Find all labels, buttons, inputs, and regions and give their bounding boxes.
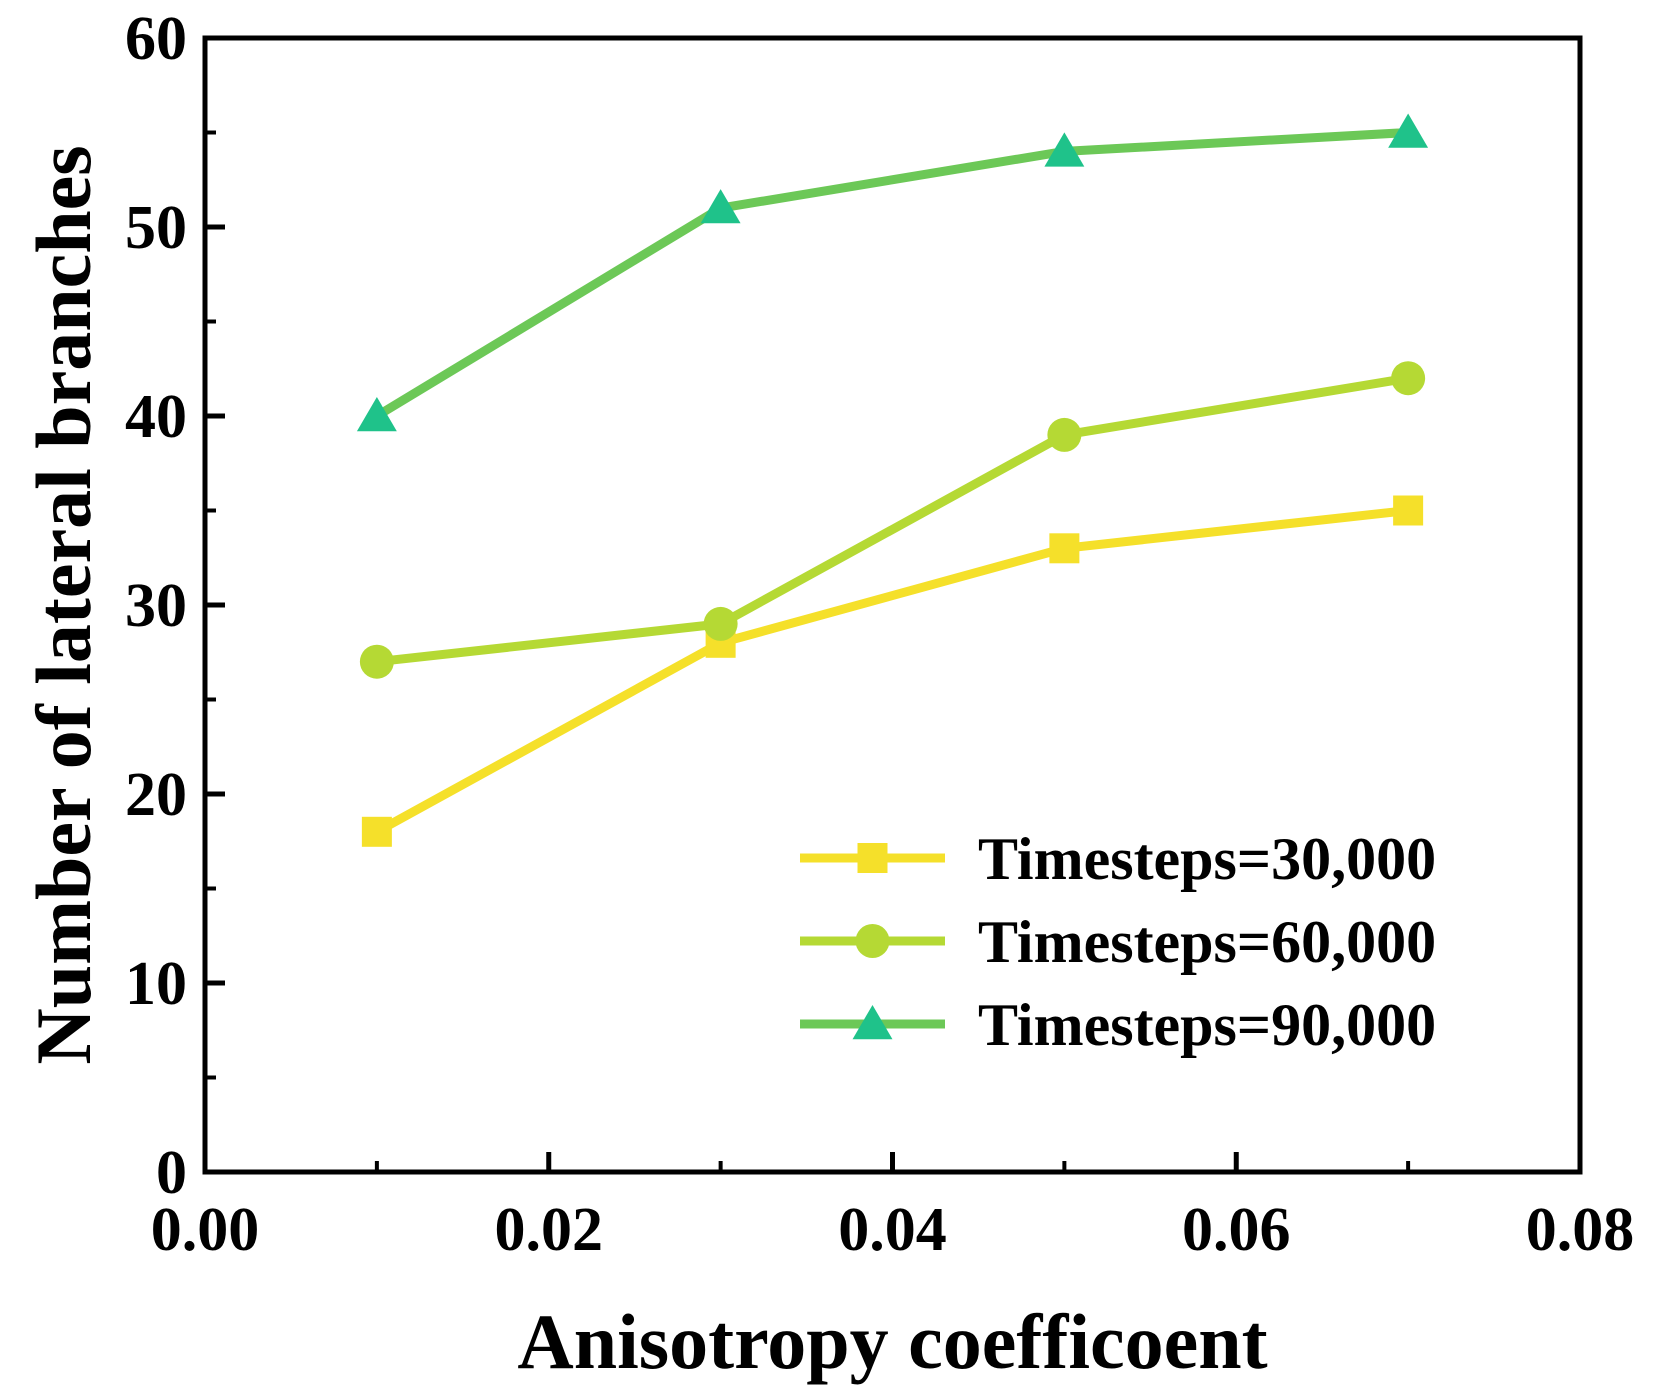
data-point — [1391, 361, 1426, 396]
legend: Timesteps=30,000 Timesteps=60,000 Timestep… — [800, 826, 1436, 1058]
y-tick-label: 50 — [125, 194, 187, 262]
data-point — [1047, 417, 1082, 452]
x-tick-label: 0.02 — [495, 1196, 604, 1264]
series-3 — [356, 113, 1429, 432]
data-point — [361, 816, 392, 847]
data-point — [1393, 495, 1424, 526]
y-tick-label: 20 — [125, 761, 187, 829]
y-axis-ticks: 0 10 20 30 40 50 60 — [125, 5, 225, 1207]
legend-marker — [852, 1005, 893, 1040]
x-tick-label: 0.04 — [838, 1196, 947, 1264]
legend-marker — [857, 843, 888, 873]
data-point — [700, 189, 741, 224]
y-tick-label: 10 — [125, 950, 187, 1018]
y-tick-label: 60 — [125, 5, 187, 73]
y-axis-title: Number of lateral branches — [20, 145, 107, 1064]
x-tick-label: 0.06 — [1182, 1196, 1291, 1264]
legend-label: Timesteps=90,000 — [978, 992, 1436, 1058]
data-point — [1388, 113, 1429, 148]
legend-item: Timesteps=90,000 — [800, 992, 1436, 1058]
data-point — [1049, 533, 1080, 564]
series-layer — [356, 113, 1429, 847]
x-tick-label: 0.00 — [151, 1196, 260, 1264]
x-axis-title: Anisotropy coefficoent — [517, 1298, 1267, 1385]
data-point — [359, 644, 394, 679]
legend-item: Timesteps=30,000 — [800, 826, 1436, 892]
y-tick-label: 40 — [125, 383, 187, 451]
y-tick-label: 0 — [156, 1139, 187, 1207]
legend-marker — [855, 924, 890, 958]
legend-label: Timesteps=60,000 — [978, 909, 1436, 975]
data-point — [1044, 132, 1085, 167]
data-point — [703, 606, 738, 641]
series-1 — [361, 495, 1424, 847]
legend-item: Timesteps=60,000 — [800, 909, 1436, 975]
series-line — [376, 373, 1409, 667]
data-point — [356, 397, 397, 432]
series-2 — [359, 361, 1426, 679]
x-tick-label: 0.08 — [1526, 1196, 1635, 1264]
y-tick-label: 30 — [125, 572, 187, 640]
series-line — [374, 128, 1409, 420]
legend-label: Timesteps=30,000 — [978, 826, 1436, 892]
x-axis-ticks: 0.00 0.02 0.04 0.06 0.08 — [151, 1152, 1635, 1264]
series-line — [374, 506, 1409, 836]
